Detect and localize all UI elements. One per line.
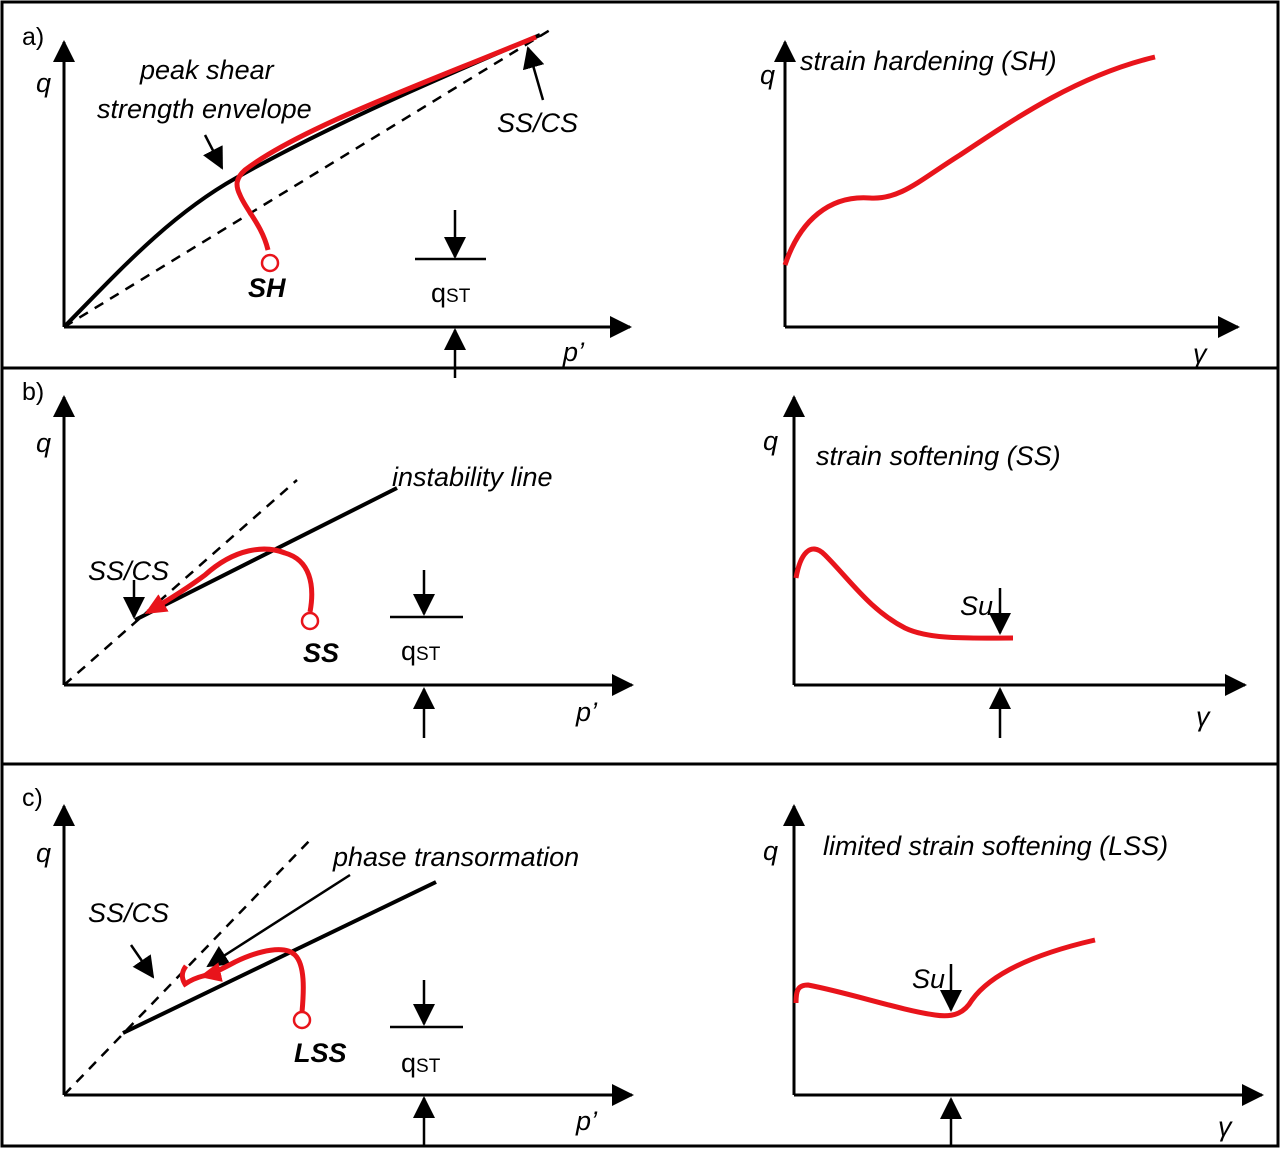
panel-c-letter: c) <box>22 784 43 812</box>
panel-b-left-stress-path: q p’ instability line SS SS/CS qST <box>36 395 634 738</box>
panel-a-right-stress-strain: q γ strain hardening (SH) <box>760 40 1240 369</box>
stress-path <box>234 34 537 251</box>
phase-transformation-label: phase transormation <box>332 842 579 872</box>
panel-a-letter: a) <box>22 23 44 51</box>
q-axis-label: q <box>36 428 51 458</box>
phase-transformation-line <box>122 880 437 1035</box>
start-label: LSS <box>294 1038 347 1068</box>
sscs-label: SS/CS <box>88 898 169 928</box>
sscs-pointer-arrow <box>522 46 545 101</box>
sscs-label: SS/CS <box>88 556 169 586</box>
panel-c-left-stress-path: q p’ phase transormation SS/CS LSS qST <box>36 804 634 1147</box>
gamma-axis-label: γ <box>1196 702 1211 732</box>
q-axis-label: q <box>36 68 51 98</box>
start-label: SH <box>248 273 286 303</box>
curve-title: strain softening (SS) <box>816 441 1061 471</box>
stress-path-hook <box>179 964 204 988</box>
stress-strain-curve <box>793 937 1096 1019</box>
start-label: SS <box>303 638 339 668</box>
q-axis-label: q <box>760 60 775 90</box>
qst-label: qST <box>401 636 441 666</box>
su-label: Su <box>960 591 993 621</box>
qst-label: qST <box>431 278 471 308</box>
p-axis-label: p’ <box>562 337 585 367</box>
gamma-axis-label: γ <box>1218 1112 1233 1142</box>
start-point-marker <box>300 611 320 631</box>
envelope-pointer-arrow <box>203 134 224 170</box>
instability-line-label: instability line <box>392 462 553 492</box>
p-axis-label: p’ <box>575 1106 598 1136</box>
start-point-marker <box>292 1010 312 1030</box>
q-axis-label: q <box>763 426 778 456</box>
panel-c-right-stress-strain: q γ limited strain softening (LSS) Su <box>763 804 1264 1147</box>
panel-b-right-stress-strain: q γ strain softening (SS) Su <box>763 395 1247 738</box>
stress-path <box>199 947 306 1013</box>
panel-c-border <box>0 762 1280 1148</box>
panel-b: b) q p’ instability line SS SS/CS qST q … <box>22 378 1247 738</box>
su-label: Su <box>912 964 945 994</box>
q-axis-label: q <box>763 836 778 866</box>
stress-strain-curve <box>782 54 1156 266</box>
gamma-axis-label: γ <box>1193 339 1208 369</box>
sscs-label: SS/CS <box>497 108 578 138</box>
start-point-marker <box>260 253 280 273</box>
sscs-line <box>63 837 313 1096</box>
panel-a-left-stress-path: q p’ peak shear strength envelope SS/CS … <box>36 25 632 378</box>
qst-label: qST <box>401 1048 441 1078</box>
instability-line <box>134 486 398 622</box>
panel-a: a) q p’ peak shear strength envelope SS/… <box>22 23 1240 378</box>
sscs-pointer-arrow <box>129 944 155 979</box>
sscs-line <box>63 25 556 329</box>
sscs-line <box>63 479 298 686</box>
envelope-label-line1: peak shear <box>139 55 275 85</box>
stress-path <box>144 546 315 615</box>
p-axis-label: p’ <box>575 697 598 727</box>
stress-strain-curve <box>793 546 1014 641</box>
curve-title: limited strain softening (LSS) <box>823 831 1168 861</box>
panel-c: c) q p’ phase transormation SS/CS LSS qS… <box>22 784 1264 1147</box>
panel-b-letter: b) <box>22 378 44 406</box>
curve-title: strain hardening (SH) <box>800 46 1057 76</box>
phase-transformation-pointer-arrow <box>206 873 351 968</box>
q-axis-label: q <box>36 838 51 868</box>
envelope-label-line2: strength envelope <box>97 94 312 124</box>
panel-b-border <box>0 366 1280 766</box>
